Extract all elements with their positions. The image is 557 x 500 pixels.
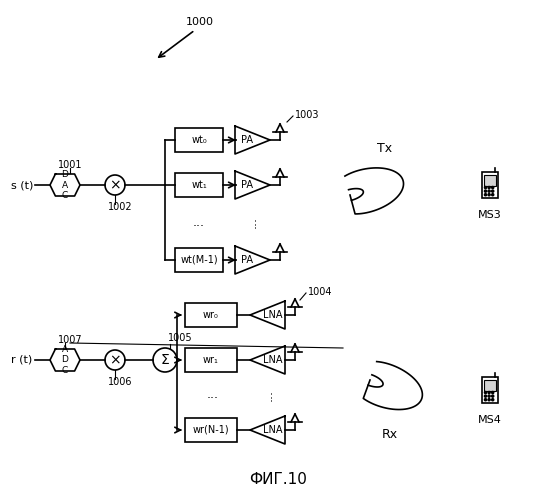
Text: LNA: LNA (263, 425, 282, 435)
Text: Σ: Σ (160, 353, 169, 367)
Text: wt₁: wt₁ (191, 180, 207, 190)
Text: 1006: 1006 (108, 377, 132, 387)
Bar (482, 172, 498, 198)
Bar (185, 418, 237, 442)
Text: s (t): s (t) (11, 180, 33, 190)
Text: ×: × (109, 353, 121, 367)
Circle shape (485, 398, 487, 401)
Circle shape (488, 194, 490, 196)
Circle shape (488, 392, 490, 394)
Circle shape (488, 190, 490, 192)
Circle shape (492, 190, 494, 192)
Text: Tx: Tx (378, 142, 393, 154)
Polygon shape (250, 346, 285, 374)
Circle shape (153, 348, 177, 372)
Circle shape (492, 395, 494, 397)
Bar (175, 248, 223, 272)
Text: MS3: MS3 (478, 210, 502, 220)
Polygon shape (50, 349, 80, 371)
Bar (185, 348, 237, 372)
Text: ...: ... (261, 389, 275, 401)
Text: 1003: 1003 (295, 110, 320, 120)
Circle shape (492, 392, 494, 394)
Polygon shape (250, 301, 285, 329)
Circle shape (492, 194, 494, 196)
Text: D
A
C: D A C (62, 170, 69, 200)
Text: 1001: 1001 (58, 160, 82, 170)
Text: MS4: MS4 (478, 415, 502, 425)
Text: PA: PA (241, 180, 253, 190)
Text: ...: ... (246, 216, 258, 228)
Circle shape (488, 398, 490, 401)
Circle shape (488, 395, 490, 397)
Circle shape (485, 186, 487, 188)
Circle shape (492, 186, 494, 188)
Circle shape (488, 186, 490, 188)
Circle shape (485, 194, 487, 196)
Text: ×: × (109, 178, 121, 192)
Text: 1005: 1005 (168, 333, 192, 343)
Text: wt(M-1): wt(M-1) (180, 255, 218, 265)
Text: ...: ... (207, 388, 219, 402)
Circle shape (105, 350, 125, 370)
Bar (175, 173, 223, 197)
Text: wr₀: wr₀ (203, 310, 219, 320)
Bar (483, 380, 496, 392)
Bar (175, 128, 223, 152)
Bar (185, 303, 237, 327)
Polygon shape (235, 126, 270, 154)
Text: 1000: 1000 (186, 17, 214, 27)
Text: LNA: LNA (263, 310, 282, 320)
Circle shape (485, 395, 487, 397)
Text: PA: PA (241, 255, 253, 265)
Circle shape (485, 392, 487, 394)
Polygon shape (250, 416, 285, 444)
Text: PA: PA (241, 135, 253, 145)
Bar (482, 378, 498, 402)
Circle shape (485, 190, 487, 192)
Text: ФИГ.10: ФИГ.10 (249, 472, 307, 488)
Text: ...: ... (193, 216, 205, 228)
Text: LNA: LNA (263, 355, 282, 365)
Text: 1007: 1007 (58, 335, 82, 345)
Text: r (t): r (t) (11, 355, 33, 365)
Text: A
D
C: A D C (62, 345, 69, 375)
Polygon shape (235, 246, 270, 274)
Text: wr₁: wr₁ (203, 355, 219, 365)
Text: wr(N-1): wr(N-1) (193, 425, 229, 435)
Text: wt₀: wt₀ (191, 135, 207, 145)
Polygon shape (50, 174, 80, 196)
Text: 1002: 1002 (108, 202, 133, 212)
Text: 1004: 1004 (308, 287, 333, 297)
Circle shape (492, 398, 494, 401)
Polygon shape (235, 171, 270, 199)
Circle shape (105, 175, 125, 195)
Text: Rx: Rx (382, 428, 398, 442)
Bar (483, 175, 496, 186)
